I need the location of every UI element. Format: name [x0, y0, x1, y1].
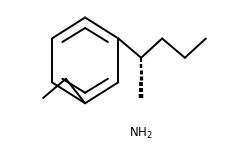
- Text: NH$_2$: NH$_2$: [129, 126, 153, 141]
